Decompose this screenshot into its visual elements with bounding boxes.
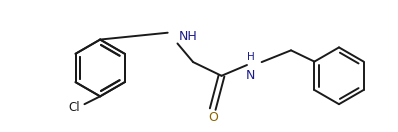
Text: H: H: [247, 52, 255, 62]
Text: Cl: Cl: [68, 101, 80, 114]
Text: NH: NH: [178, 30, 197, 43]
Text: N: N: [246, 69, 256, 82]
Text: O: O: [208, 111, 218, 124]
